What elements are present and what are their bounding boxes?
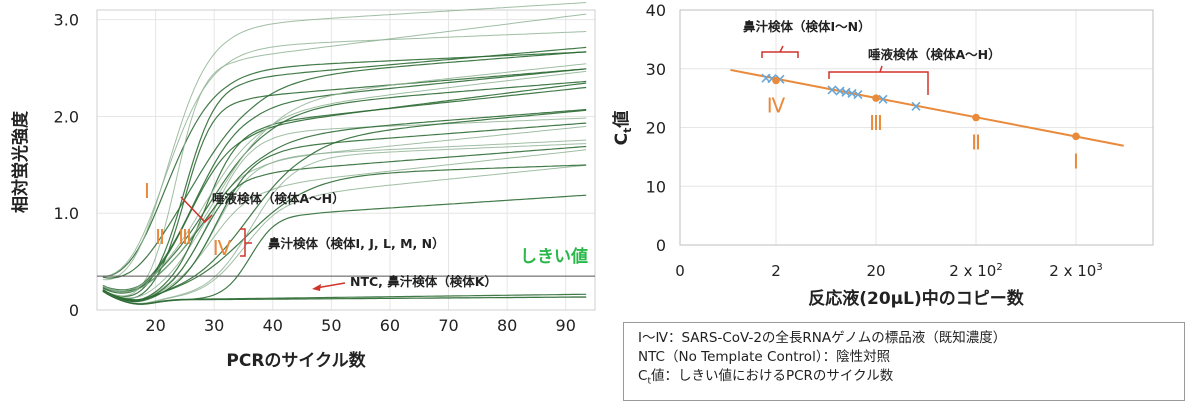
left-x-tick-labels: 20 30 40 50 60 70 80 90 xyxy=(145,316,575,335)
amplification-curve xyxy=(102,86,587,302)
right-y-axis-label: Ct値 xyxy=(611,111,634,146)
right-x-tick-label: 0 xyxy=(675,262,685,280)
amplification-curve xyxy=(102,51,587,277)
right-x-tick-label: 20 xyxy=(866,262,885,280)
amplification-curve xyxy=(102,164,587,305)
standard-points xyxy=(772,76,1080,141)
right-x-tick-labels: 0 2 20 2 x 102 2 x 103 xyxy=(675,262,1102,280)
standard-point xyxy=(972,113,980,122)
left-x-tick-label: 70 xyxy=(438,316,458,335)
left-x-tick-label: 60 xyxy=(380,316,400,335)
amplification-curve xyxy=(102,13,587,297)
note-line-1: Ⅰ～Ⅳ：SARS-CoV-2の全長RNAゲノムの標品液（既知濃度） xyxy=(638,330,1007,346)
label-standard-II: Ⅱ xyxy=(155,225,165,249)
amplification-curve xyxy=(102,164,587,301)
sample-crosses xyxy=(761,73,921,111)
right-x-tick-label: 2 xyxy=(771,262,781,280)
right-x-tick-label: 2 x 102 xyxy=(949,262,1002,280)
nasal-samples-bracket xyxy=(761,45,799,58)
amplification-curve xyxy=(102,31,587,277)
left-x-axis-label: PCRのサイクル数 xyxy=(226,350,366,371)
nasal-samples-label: 鼻汁検体（検体I～N） xyxy=(743,19,871,34)
ntc-arrow-line xyxy=(315,282,346,289)
amplification-curve xyxy=(102,143,587,304)
right-x-axis-label: 反応液(20μL)中のコピー数 xyxy=(808,288,1025,309)
ntc-arrow-head xyxy=(312,284,321,291)
left-y-tick-labels: 0 1.0 2.0 3.0 xyxy=(54,11,79,320)
left-y-axis-label: 相対蛍光強度 xyxy=(10,110,31,213)
left-x-tick-label: 50 xyxy=(321,316,341,335)
saliva-annotation: 唾液検体（検体A～H） xyxy=(212,191,345,206)
amplification-curve xyxy=(102,46,587,298)
standard-label: Ⅰ xyxy=(1073,149,1079,173)
note-line-2: NTC（No Template Control）：陰性対照 xyxy=(638,349,891,365)
right-y-tick-label: 40 xyxy=(646,1,666,20)
amplification-curve xyxy=(102,51,587,279)
nasal-bracket xyxy=(240,228,252,257)
legend-note: Ⅰ～Ⅳ：SARS-CoV-2の全長RNAゲノムの標品液（既知濃度） NTC（No… xyxy=(623,322,1185,401)
left-x-tick-label: 30 xyxy=(204,316,224,335)
amplification-curve xyxy=(102,290,587,305)
standard-point xyxy=(772,76,780,85)
amplification-curve-chart: 0 1.0 2.0 3.0 20 30 40 50 60 70 80 90 相対蛍光強度 PCRのサ… xyxy=(10,2,596,371)
amplification-curve xyxy=(102,68,587,300)
standard-label: Ⅳ xyxy=(767,94,786,118)
standard-label: Ⅲ xyxy=(869,111,883,135)
amplification-curve xyxy=(102,2,587,281)
fit-line xyxy=(730,68,1124,147)
label-standard-IV: Ⅳ xyxy=(213,236,232,260)
amplification-curve xyxy=(102,125,587,299)
left-y-tick-label: 1.0 xyxy=(54,204,79,223)
amplification-curve xyxy=(102,70,587,292)
right-y-tick-label: 20 xyxy=(646,119,666,138)
left-x-tick-label: 80 xyxy=(497,316,517,335)
nasal-annotation: 鼻汁検体（検体I, J, L, M, N） xyxy=(268,236,445,251)
note-line-3: Ct値：しきい値におけるPCRのサイクル数 xyxy=(638,368,894,387)
amplification-curve xyxy=(102,63,587,293)
standard-point xyxy=(872,94,880,102)
amplification-curve xyxy=(102,68,587,293)
left-y-tick-label: 3.0 xyxy=(54,11,79,30)
standard-curve-chart: 0 10 20 30 40 0 2 20 2 x 102 2 x 103 Ct値 反応液(20μ… xyxy=(611,1,1154,309)
left-y-tick-label: 0 xyxy=(69,301,79,320)
amplification-curve xyxy=(102,117,587,301)
right-y-tick-label: 30 xyxy=(646,60,666,79)
standard-label: Ⅱ xyxy=(971,131,981,155)
sample-cross xyxy=(911,101,921,111)
left-x-tick-label: 20 xyxy=(145,316,165,335)
left-x-tick-label: 90 xyxy=(556,316,576,335)
amplification-curve xyxy=(102,149,587,302)
standard-labels: Ⅳ Ⅲ Ⅱ Ⅰ xyxy=(767,94,1079,174)
threshold-label: しきい値 xyxy=(520,246,588,267)
sample-cross xyxy=(827,85,837,95)
right-y-tick-label: 0 xyxy=(656,236,666,255)
ntc-annotation: NTC, 鼻汁検体（検体K） xyxy=(350,274,497,289)
saliva-samples-label: 唾液検体（検体A～H） xyxy=(868,47,1001,62)
left-x-tick-label: 40 xyxy=(263,316,283,335)
standard-point xyxy=(1072,132,1080,141)
right-x-tick-label: 2 x 103 xyxy=(1049,262,1102,280)
right-y-tick-labels: 0 10 20 30 40 xyxy=(646,1,666,255)
amplification-curves xyxy=(102,2,587,305)
amplification-curve xyxy=(102,109,587,301)
amplification-curve xyxy=(102,145,587,302)
saliva-samples-bracket xyxy=(828,65,929,95)
right-plot-frame xyxy=(679,9,1154,246)
label-standard-I: Ⅰ xyxy=(144,179,150,203)
right-grid xyxy=(679,9,1153,246)
right-y-tick-label: 10 xyxy=(646,177,666,196)
amplification-curve xyxy=(102,80,587,291)
sample-cross xyxy=(878,94,888,104)
label-standard-III: Ⅲ xyxy=(178,225,192,249)
left-y-tick-label: 2.0 xyxy=(54,107,79,126)
saliva-bracket xyxy=(180,196,213,224)
note-line-3-text: 値：しきい値におけるPCRのサイクル数 xyxy=(650,368,894,384)
sample-cross xyxy=(853,90,863,100)
amplification-curve xyxy=(102,82,587,294)
left-plot-frame xyxy=(96,9,596,311)
